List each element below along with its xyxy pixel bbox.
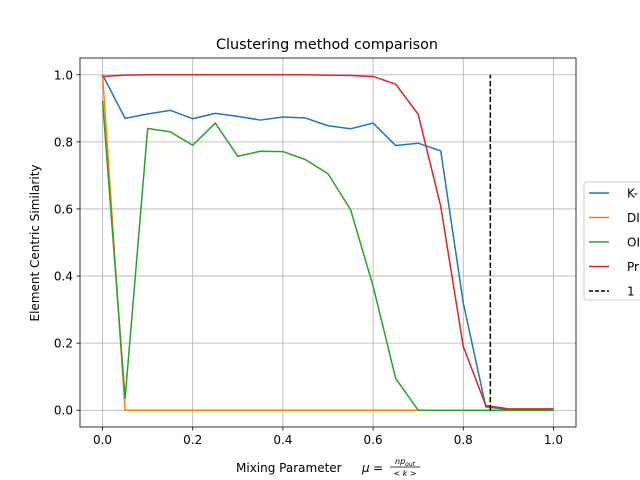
x-axis-label-denominator: < k >	[393, 469, 416, 478]
legend: K- DI OI Pr 1	[583, 181, 640, 301]
legend-box	[583, 181, 640, 301]
legend-label: K-	[627, 187, 638, 201]
x-tick-label: 0.0	[93, 433, 112, 447]
x-tick-label: 0.8	[454, 433, 473, 447]
series-layer	[101, 74, 554, 411]
y-tick-label: 0.2	[54, 337, 73, 351]
y-tick-label: 0.4	[54, 270, 73, 284]
x-tick-label: 0.2	[183, 433, 202, 447]
x-axis-label: Mixing Parameter μ = npout < k >	[236, 457, 420, 478]
legend-label: OI	[627, 236, 640, 250]
x-axis-label-text: Mixing Parameter	[236, 461, 342, 475]
series-line-oi	[101, 100, 554, 411]
x-axis-label-mu: μ	[361, 461, 370, 475]
x-axis-label-eq: =	[373, 461, 383, 475]
series-line-k	[101, 74, 554, 411]
x-axis-label-numerator: npout	[395, 457, 416, 468]
x-tick-label: 0.4	[273, 433, 292, 447]
chart-title: Clustering method comparison	[216, 37, 438, 53]
y-tick-label: 1.0	[54, 68, 73, 82]
axis-ticks: 0.0 0.2 0.4 0.6 0.8 1.0 0.0 0.2 0.4 0.6 0.8 1.0	[54, 68, 563, 447]
legend-label: Pr	[627, 260, 639, 274]
legend-label: DI	[627, 211, 640, 225]
y-tick-label: 0.6	[54, 202, 73, 216]
y-tick-label: 0.8	[54, 135, 73, 149]
plot-frame	[79, 57, 577, 428]
legend-label: 1	[627, 285, 635, 299]
y-axis-label: Element Centric Similarity	[28, 165, 42, 322]
y-tick-label: 0.0	[54, 404, 73, 418]
x-tick-label: 1.0	[544, 433, 563, 447]
x-tick-label: 0.6	[364, 433, 383, 447]
series-line-pr	[102, 74, 554, 410]
